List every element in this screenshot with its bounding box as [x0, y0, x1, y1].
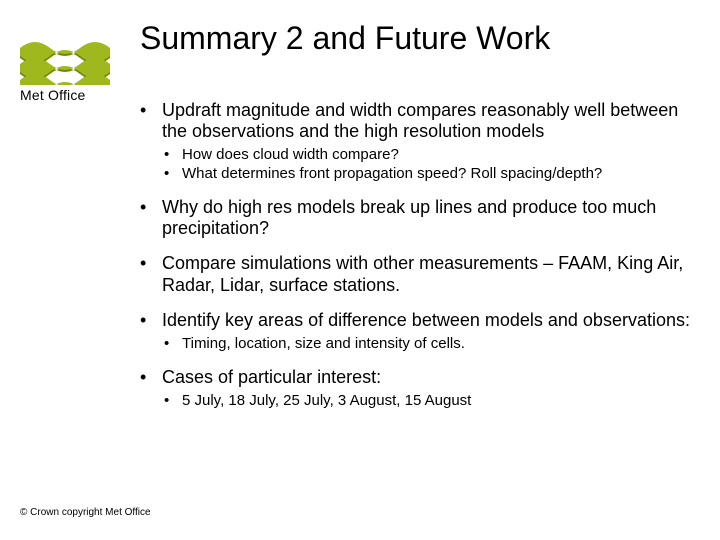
bullet-text: Compare simulations with other measureme… — [162, 253, 683, 294]
bullet-text: Identify key areas of difference between… — [162, 310, 690, 330]
met-office-waves-icon — [20, 40, 110, 85]
bullet-text: 5 July, 18 July, 25 July, 3 August, 15 A… — [182, 392, 471, 409]
sub-list: 5 July, 18 July, 25 July, 3 August, 15 A… — [162, 392, 690, 410]
logo: Met Office — [20, 40, 110, 103]
list-item: Why do high res models break up lines an… — [140, 197, 690, 239]
bullet-text: Why do high res models break up lines an… — [162, 197, 656, 238]
content-body: Updraft magnitude and width compares rea… — [140, 100, 690, 424]
bullet-list: Updraft magnitude and width compares rea… — [140, 100, 690, 410]
slide: Met Office Summary 2 and Future Work Upd… — [0, 0, 720, 540]
footer-copyright: © Crown copyright Met Office — [20, 507, 151, 518]
list-item: Updraft magnitude and width compares rea… — [140, 100, 690, 183]
list-item: Identify key areas of difference between… — [140, 310, 690, 353]
bullet-text: How does cloud width compare? — [182, 146, 399, 163]
logo-text: Met Office — [20, 87, 110, 103]
list-item: Timing, location, size and intensity of … — [162, 335, 690, 353]
list-item: Cases of particular interest: 5 July, 18… — [140, 367, 690, 410]
bullet-text: Cases of particular interest: — [162, 367, 381, 387]
bullet-text: What determines front propagation speed?… — [182, 165, 602, 182]
list-item: What determines front propagation speed?… — [162, 165, 690, 183]
sub-list: How does cloud width compare? What deter… — [162, 146, 690, 182]
list-item: 5 July, 18 July, 25 July, 3 August, 15 A… — [162, 392, 690, 410]
list-item: How does cloud width compare? — [162, 146, 690, 164]
bullet-text: Timing, location, size and intensity of … — [182, 335, 465, 352]
list-item: Compare simulations with other measureme… — [140, 253, 690, 295]
bullet-text: Updraft magnitude and width compares rea… — [162, 100, 678, 141]
sub-list: Timing, location, size and intensity of … — [162, 335, 690, 353]
page-title: Summary 2 and Future Work — [140, 20, 550, 57]
